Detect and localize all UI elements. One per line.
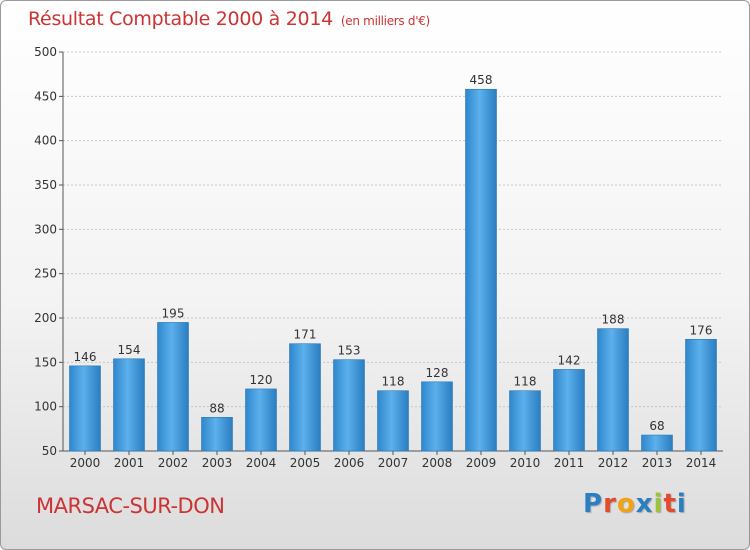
x-tick-label: 2003	[202, 456, 233, 470]
bar-value-label: 171	[294, 328, 317, 342]
x-tick-label: 2010	[510, 456, 541, 470]
logo-letter: P	[583, 489, 604, 519]
logo-letter: i	[653, 489, 664, 519]
y-tick-label: 450	[34, 89, 57, 103]
y-tick-label: 200	[34, 311, 57, 325]
bar	[465, 88, 497, 452]
x-tick-label: 2007	[378, 456, 409, 470]
x-tick-label: 2012	[598, 456, 629, 470]
y-tick-label: 150	[34, 355, 57, 369]
bar	[377, 390, 409, 452]
bar	[245, 388, 277, 452]
bar-value-label: 195	[162, 306, 185, 320]
logo-letter: t	[663, 489, 677, 519]
x-tick-label: 2001	[114, 456, 145, 470]
logo-letter: i	[676, 489, 687, 519]
bar-value-label: 88	[209, 401, 224, 415]
bar-value-label: 68	[649, 419, 664, 433]
title-unit: (en milliers d'€)	[340, 14, 430, 28]
x-tick-label: 2009	[466, 456, 497, 470]
bar-value-label: 118	[514, 375, 537, 389]
bar	[641, 434, 673, 452]
bar	[333, 359, 365, 452]
y-tick-label: 50	[42, 444, 57, 458]
logo-letter: x	[635, 489, 654, 519]
y-tick-label: 400	[34, 134, 57, 148]
y-tick-label: 250	[34, 267, 57, 281]
bar	[157, 322, 189, 452]
y-tick-label: 300	[34, 222, 57, 236]
x-tick-label: 2004	[246, 456, 277, 470]
y-tick-label: 500	[34, 45, 57, 59]
bar-value-label: 458	[470, 73, 493, 87]
place-name: MARSAC-SUR-DON	[36, 494, 225, 518]
bar-value-label: 188	[602, 313, 625, 327]
bar	[553, 369, 585, 452]
bar	[597, 328, 629, 452]
bar-value-label: 176	[690, 323, 713, 337]
bar	[289, 343, 321, 452]
bar	[685, 338, 717, 452]
bar-value-label: 146	[74, 350, 97, 364]
bar	[201, 417, 233, 452]
bar-value-label: 120	[250, 373, 273, 387]
bar	[509, 390, 541, 452]
y-tick-label: 100	[34, 400, 57, 414]
bar-value-label: 154	[118, 343, 141, 357]
bar-value-label: 153	[338, 344, 361, 358]
x-tick-label: 2014	[686, 456, 717, 470]
bar-value-label: 128	[426, 366, 449, 380]
logo-letter: r	[603, 489, 617, 519]
logo-letter: o	[616, 489, 636, 519]
x-tick-label: 2013	[642, 456, 673, 470]
bar	[69, 365, 101, 452]
chart-title: Résultat Comptable 2000 à 2014 (en millie…	[28, 8, 430, 30]
bar-value-label: 142	[558, 353, 581, 367]
x-tick-label: 2002	[158, 456, 189, 470]
bar	[421, 381, 453, 452]
x-tick-label: 2006	[334, 456, 365, 470]
x-tick-label: 2005	[290, 456, 321, 470]
proxiti-logo: Proxiti	[583, 489, 687, 519]
x-tick-label: 2008	[422, 456, 453, 470]
bar	[113, 358, 145, 452]
title-text: Résultat Comptable 2000 à 2014	[28, 8, 333, 30]
y-tick-label: 350	[34, 178, 57, 192]
bar-value-label: 118	[382, 375, 405, 389]
x-tick-label: 2000	[70, 456, 101, 470]
x-tick-label: 2011	[554, 456, 585, 470]
